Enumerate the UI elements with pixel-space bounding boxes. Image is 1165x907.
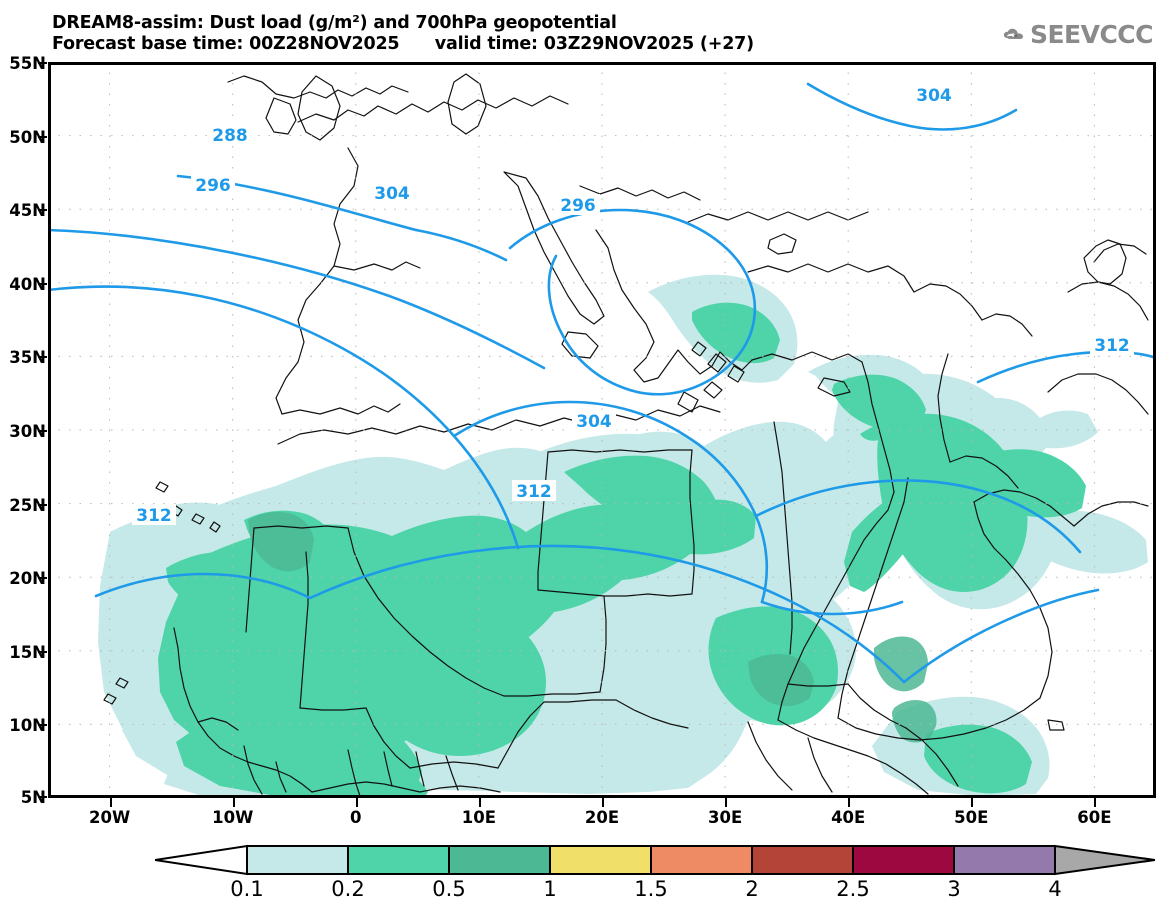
contour-label: 296 <box>195 176 231 196</box>
lat-tick <box>38 62 47 64</box>
lat-label-35N: 35N <box>9 348 46 368</box>
lat-tick <box>38 724 47 727</box>
lat-label-40N: 40N <box>9 274 46 294</box>
lon-label-30E: 30E <box>707 808 743 827</box>
colorbar-segment <box>751 845 854 875</box>
lon-tick <box>971 798 974 807</box>
lon-label-60E: 60E <box>1077 808 1112 827</box>
colorbar-labels: 0.1 0.2 0.5 1 1.5 2 2.5 3 4 <box>155 877 1155 905</box>
lat-label-20N: 20N <box>9 569 46 589</box>
colorbar-label-1: 0.2 <box>331 877 365 901</box>
contour-label: 312 <box>136 506 172 526</box>
colorbar-label-6: 2.5 <box>836 877 870 901</box>
lat-tick <box>38 796 47 798</box>
colorbar: 0.1 0.2 0.5 1 1.5 2 2.5 3 4 <box>155 843 1155 905</box>
lon-tick <box>725 798 728 807</box>
cloud-arrow-icon <box>1003 28 1023 40</box>
lat-tick <box>38 650 47 653</box>
lon-label-10E: 10E <box>461 808 497 827</box>
colorbar-under-arrow <box>155 844 248 876</box>
dust-layer-0.5 <box>248 512 937 743</box>
lon-tick <box>232 798 235 807</box>
header: DREAM8-assim: Dust load (g/m²) and 700hP… <box>0 0 1165 60</box>
contour-label: 304 <box>916 86 952 106</box>
colorbar-over-arrow <box>1054 844 1155 876</box>
lat-label-45N: 45N <box>9 201 46 221</box>
lat-tick <box>38 356 47 359</box>
contour-label: 304 <box>576 412 612 432</box>
lon-tick <box>848 798 851 807</box>
contour-label: 304 <box>374 184 410 204</box>
map-area: 288 296 296 304 304 304 312 312 <box>38 62 1156 807</box>
colorbar-label-0: 0.1 <box>230 877 264 901</box>
colorbar-swatches <box>155 844 1155 876</box>
contour-304-w <box>48 285 520 550</box>
contour-label: 312 <box>516 482 552 502</box>
contour-label: 288 <box>212 126 248 146</box>
coastlines-and-borders <box>103 73 1149 797</box>
colorbar-segment <box>246 845 349 875</box>
logo-text: SEEVCCC <box>1029 19 1154 49</box>
lon-label-20W: 20W <box>89 808 131 827</box>
lat-label-50N: 50N <box>9 127 46 147</box>
contour-label: 312 <box>1094 336 1130 356</box>
colorbar-label-2: 0.5 <box>432 877 466 901</box>
lat-label-25N: 25N <box>9 495 46 515</box>
lat-tick <box>38 282 47 285</box>
colorbar-label-7: 3 <box>947 877 961 901</box>
title-block: DREAM8-assim: Dust load (g/m²) and 700hP… <box>52 13 754 55</box>
contour-304-med <box>452 400 769 604</box>
lat-tick <box>38 503 47 506</box>
chart-title-line-2: Forecast base time: 00Z28NOV2025 valid t… <box>52 34 754 54</box>
map-svg: 288 296 296 304 304 304 312 312 <box>48 62 1156 798</box>
contour-312-e-lower <box>902 588 1100 684</box>
lon-label-10W: 10W <box>212 808 254 827</box>
contour-304-ne <box>806 82 1018 131</box>
colorbar-segment <box>347 845 450 875</box>
lat-label-5N: 5N <box>20 788 46 807</box>
colorbar-label-4: 1.5 <box>634 877 668 901</box>
colorbar-segment <box>650 845 753 875</box>
lon-tick <box>602 798 604 807</box>
colorbar-label-3: 1 <box>543 877 557 901</box>
map-frame <box>48 62 1156 798</box>
chart-title-line-1: DREAM8-assim: Dust load (g/m²) and 700hP… <box>52 13 617 33</box>
contour-288-ext <box>414 228 508 262</box>
lon-tick <box>355 798 358 807</box>
lon-tick <box>109 798 112 807</box>
colorbar-label-8: 4 <box>1048 877 1062 901</box>
lat-tick <box>38 430 47 432</box>
dust-layer-0.2 <box>158 302 1086 798</box>
lon-label-20E: 20E <box>584 808 620 827</box>
lon-label-0: 0 <box>350 808 362 827</box>
lat-label-30N: 30N <box>9 422 46 441</box>
lat-tick <box>38 577 47 580</box>
contour-label: 296 <box>560 196 596 216</box>
contour-296-balkans <box>508 208 757 396</box>
geopotential-contours <box>48 82 1156 684</box>
lat-label-10N: 10N <box>9 716 46 736</box>
lat-tick <box>38 135 47 138</box>
lon-label-40E: 40E <box>831 808 866 827</box>
lat-label-15N: 15N <box>9 642 46 662</box>
contour-312-sahara <box>308 544 906 684</box>
contour-312-w <box>94 572 312 600</box>
lat-tick <box>38 209 47 212</box>
contour-304-egypt <box>760 600 904 616</box>
lat-label-55N: 55N <box>9 54 46 73</box>
colorbar-segment <box>549 845 652 875</box>
contour-304-turkey <box>754 479 1082 554</box>
colorbar-segment <box>852 845 955 875</box>
seevccc-logo: SEEVCCC <box>1003 16 1154 52</box>
colorbar-segment <box>953 845 1056 875</box>
contour-296 <box>48 228 546 370</box>
colorbar-segment <box>448 845 551 875</box>
lon-tick <box>1094 798 1097 807</box>
lon-label-50E: 50E <box>954 808 989 827</box>
lon-tick <box>478 798 481 807</box>
contour-label-group: 288 296 296 304 304 304 312 312 <box>132 84 1134 526</box>
contour-312-e <box>976 350 1156 384</box>
colorbar-label-5: 2 <box>745 877 759 901</box>
